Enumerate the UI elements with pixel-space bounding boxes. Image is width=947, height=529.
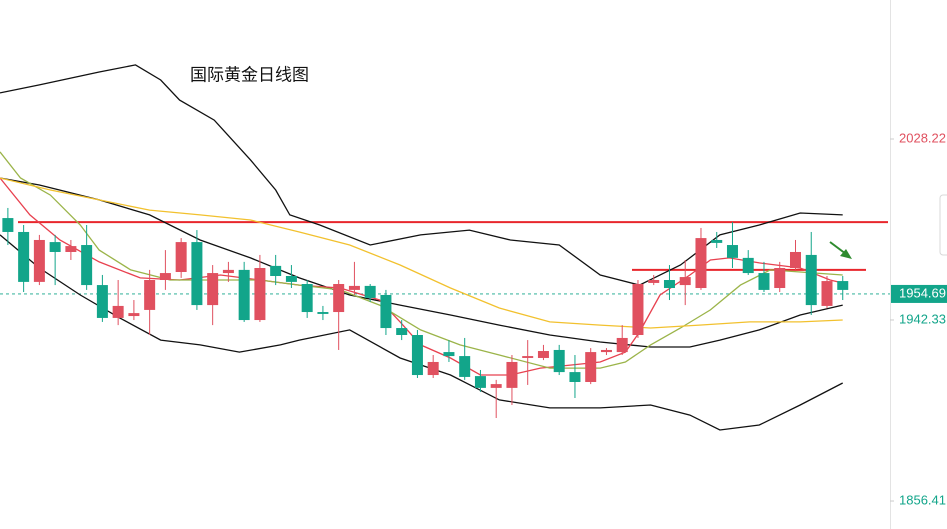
y-tick-label: 1856.41: [899, 492, 946, 507]
chart-title: 国际黄金日线图: [190, 65, 309, 84]
candle-body: [317, 312, 329, 314]
candle-body: [805, 254, 817, 306]
arrow-head: [840, 249, 852, 259]
candle-body: [49, 242, 61, 252]
candle-body: [427, 361, 439, 376]
candle-body: [569, 372, 581, 382]
candle-body: [175, 242, 187, 273]
candle-body: [396, 328, 408, 336]
candle-body: [2, 218, 14, 232]
candle-body: [459, 356, 471, 377]
candle-body: [96, 285, 108, 318]
candle-body: [222, 269, 234, 274]
candle-body: [411, 335, 423, 376]
indicator-line: [0, 64, 843, 286]
plot-area: [0, 64, 890, 431]
candle-body: [81, 245, 93, 286]
candle-body: [522, 356, 534, 358]
indicator-line: [0, 151, 843, 369]
candle-body: [380, 294, 392, 329]
candle-body: [144, 280, 156, 310]
indicator-line: [0, 234, 843, 431]
last-price-box: [891, 284, 947, 303]
candle-body: [301, 284, 313, 313]
candle-body: [648, 280, 660, 283]
candle-body: [18, 231, 30, 282]
last-price-label: 1954.69: [899, 285, 946, 300]
candle-body: [553, 349, 565, 373]
candle-body: [821, 281, 833, 306]
candle-body: [585, 352, 597, 382]
candle-body: [285, 276, 297, 282]
candle-body: [742, 257, 754, 274]
candle-body: [238, 269, 250, 321]
candle-body: [191, 242, 203, 306]
candle-body: [254, 267, 266, 321]
candle-body: [711, 239, 723, 243]
candle-body: [159, 273, 171, 281]
candle-body: [333, 284, 345, 313]
candle-body: [364, 285, 376, 298]
candle-body: [506, 361, 518, 388]
arrow-shaft: [829, 241, 847, 255]
candle-body: [207, 273, 219, 306]
candle-body: [600, 349, 612, 353]
candle-body: [695, 238, 707, 289]
candle-body: [726, 245, 738, 258]
indicator-line: [0, 177, 843, 329]
candle-body: [758, 273, 770, 290]
candle-body: [663, 280, 675, 289]
candle-body: [33, 239, 45, 282]
candle-body: [443, 352, 455, 357]
side-handle: [939, 194, 947, 256]
candle-body: [679, 277, 691, 286]
trend-arrow: [829, 241, 852, 259]
candle-body: [348, 285, 360, 290]
candle-body: [128, 313, 140, 317]
candle-body: [537, 351, 549, 358]
candle-body: [112, 305, 124, 318]
y-tick-label: 2028.22: [899, 130, 946, 145]
candle-body: [837, 281, 849, 290]
candle-body: [774, 267, 786, 289]
candle-body: [789, 251, 801, 268]
candle-body: [474, 376, 486, 388]
candle-body: [65, 246, 77, 252]
indicator-line: [0, 177, 843, 348]
candle-body: [632, 284, 644, 336]
y-tick-label: 1942.33: [899, 311, 946, 326]
candle-body: [490, 384, 502, 388]
candle-body: [616, 337, 628, 353]
candle-body: [270, 265, 282, 277]
